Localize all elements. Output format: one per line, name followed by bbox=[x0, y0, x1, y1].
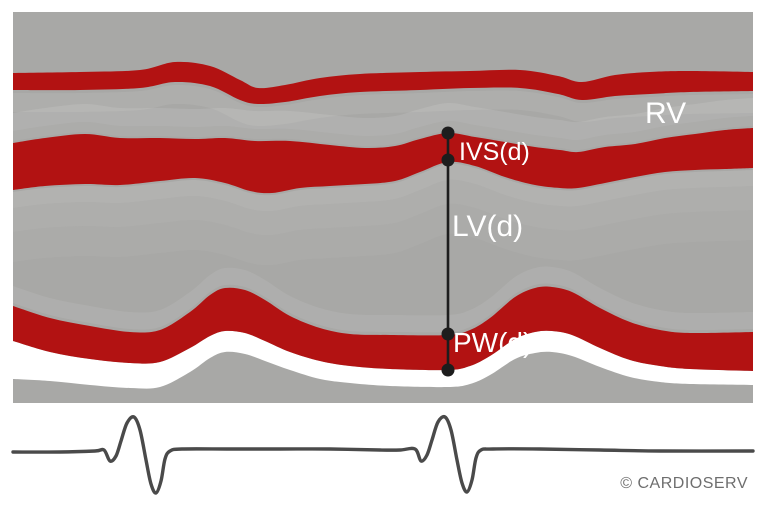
echo-contour-layer bbox=[13, 203, 753, 266]
caliper-dot bbox=[441, 126, 455, 140]
echo-contour-layer bbox=[13, 266, 753, 333]
echo-contour-layer bbox=[13, 98, 753, 141]
label-pw-d: PW(d) bbox=[453, 327, 533, 358]
echo-contour-layer bbox=[13, 179, 753, 236]
label-lv-d: LV(d) bbox=[452, 210, 524, 243]
echo-contour-layer bbox=[13, 84, 753, 127]
posterior-wall-band bbox=[13, 286, 753, 371]
echo-contour-layer bbox=[13, 116, 753, 151]
echo-contour-layer bbox=[13, 163, 753, 212]
caliper-dot bbox=[441, 363, 455, 377]
rv-anterior-wall-band bbox=[13, 61, 753, 105]
interventricular-septum-band bbox=[13, 128, 753, 194]
caliper-dot bbox=[441, 327, 455, 341]
label-rv: RV bbox=[645, 97, 687, 130]
echo-panel bbox=[13, 12, 753, 403]
posterior-wall-endocardium-stripe bbox=[13, 330, 753, 389]
copyright-text: © CARDIOSERV bbox=[620, 475, 748, 492]
caliper-dot bbox=[441, 153, 455, 167]
label-ivs-d: IVS(d) bbox=[459, 138, 530, 166]
ecg-trace bbox=[11, 414, 755, 495]
